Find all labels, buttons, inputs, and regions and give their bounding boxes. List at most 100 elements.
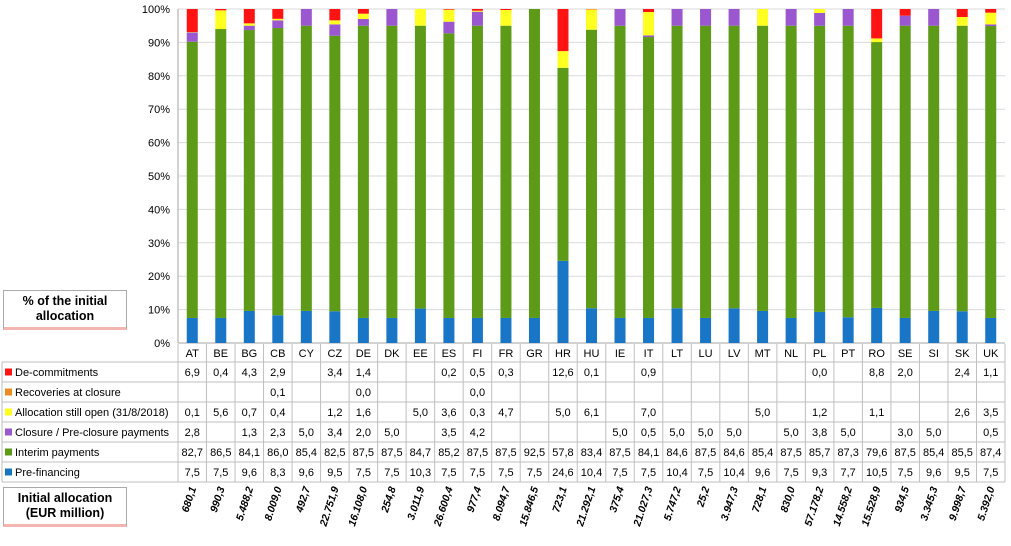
data-label: 0,5 <box>983 427 998 439</box>
y-tick-label: 40% <box>148 204 170 216</box>
data-label: 0,3 <box>470 407 485 419</box>
bar-segment <box>957 26 968 312</box>
bar-segment <box>615 318 626 343</box>
bar-segment <box>643 9 654 12</box>
bar-segment <box>358 19 369 26</box>
category-label: LV <box>728 348 741 360</box>
bar-segment <box>187 32 198 41</box>
bar-segment <box>244 311 255 343</box>
bar-segment <box>529 9 540 318</box>
data-label: 7,5 <box>612 467 627 479</box>
data-label: 8,3 <box>270 467 285 479</box>
data-label: 82,7 <box>182 447 203 459</box>
data-label: 0,1 <box>185 407 200 419</box>
bar-segment <box>244 26 255 30</box>
bar-segment <box>472 12 483 26</box>
data-label: 0,3 <box>498 367 513 379</box>
category-label: PT <box>841 348 855 360</box>
legend-label: De-commitments <box>15 367 99 379</box>
allocation-label-text: Initial allocation (EUR million) <box>4 491 126 521</box>
category-label: SE <box>898 348 913 360</box>
data-label: 24,6 <box>552 467 573 479</box>
category-label: MT <box>755 348 771 360</box>
bar-segment <box>557 261 568 343</box>
data-label: 0,5 <box>470 367 485 379</box>
bar-segment <box>358 9 369 14</box>
category-label: ES <box>442 348 457 360</box>
bar-segment <box>843 26 854 318</box>
data-label: 3,0 <box>898 427 913 439</box>
legend-swatch <box>5 449 12 456</box>
bar-segment <box>557 68 568 261</box>
data-label: 1,1 <box>983 367 998 379</box>
allocation-value: 22.751,9 <box>317 485 341 529</box>
data-label: 7,5 <box>898 467 913 479</box>
y-tick-label: 30% <box>148 238 170 250</box>
data-label: 86,0 <box>267 447 288 459</box>
data-label: 84,1 <box>638 447 659 459</box>
category-label: FI <box>473 348 483 360</box>
data-label: 85,2 <box>438 447 459 459</box>
bar-segment <box>700 26 711 318</box>
data-label: 10,5 <box>866 467 887 479</box>
data-label: 87,3 <box>837 447 858 459</box>
allocation-value: 375,4 <box>607 485 627 514</box>
bar-segment <box>244 23 255 25</box>
data-label: 7,5 <box>185 467 200 479</box>
data-label: 0,1 <box>584 367 599 379</box>
data-label: 87,5 <box>780 447 801 459</box>
category-label: PL <box>813 348 826 360</box>
bar-segment <box>900 318 911 343</box>
bar-segment <box>843 317 854 343</box>
bar-segment <box>757 26 768 311</box>
bar-segment <box>358 318 369 343</box>
bar-segment <box>557 9 568 51</box>
category-label: DK <box>384 348 400 360</box>
bar-segment <box>757 9 768 26</box>
table-header-label: % of the initial allocation <box>3 290 127 330</box>
allocation-value: 3.011,9 <box>405 485 427 521</box>
bar-segment <box>643 318 654 343</box>
bar-segment <box>272 20 283 28</box>
category-label: HR <box>555 348 571 360</box>
bar-segment <box>586 30 597 309</box>
bar-segment <box>615 9 626 26</box>
bar-segment <box>957 9 968 17</box>
category-label: FR <box>499 348 514 360</box>
data-label: 7,7 <box>841 467 856 479</box>
bar-segment <box>500 318 511 343</box>
bar-segment <box>215 29 226 318</box>
allocation-value: 14.558,2 <box>831 485 855 528</box>
bar-segment <box>643 37 654 318</box>
bar-segment <box>928 311 939 343</box>
bar-segment <box>900 16 911 26</box>
data-label: 1,1 <box>869 407 884 419</box>
data-label: 87,5 <box>695 447 716 459</box>
bar-segment <box>928 9 939 26</box>
data-label: 1,3 <box>242 427 257 439</box>
bar-segment <box>672 26 683 309</box>
data-label: 3,8 <box>812 427 827 439</box>
bar-segment <box>786 9 797 26</box>
data-label: 84,1 <box>239 447 260 459</box>
data-label: 0,4 <box>213 367 228 379</box>
data-label: 9,6 <box>755 467 770 479</box>
allocation-value: 5.392,0 <box>975 485 997 522</box>
y-tick-label: 100% <box>142 4 170 16</box>
data-label: 92,5 <box>524 447 545 459</box>
allocation-value: 934,5 <box>893 485 913 514</box>
data-label: 2,8 <box>185 427 200 439</box>
category-label: UK <box>983 348 999 360</box>
bar-segment <box>871 42 882 308</box>
category-label: CB <box>270 348 285 360</box>
bar-segment <box>643 12 654 35</box>
data-label: 8,8 <box>869 367 884 379</box>
bar-segment <box>529 318 540 343</box>
bar-segment <box>900 26 911 318</box>
bar-segment <box>215 10 226 29</box>
data-label: 5,0 <box>841 427 856 439</box>
bar-segment <box>415 9 426 26</box>
allocation-value: 492,7 <box>293 484 313 515</box>
data-label: 6,1 <box>584 407 599 419</box>
